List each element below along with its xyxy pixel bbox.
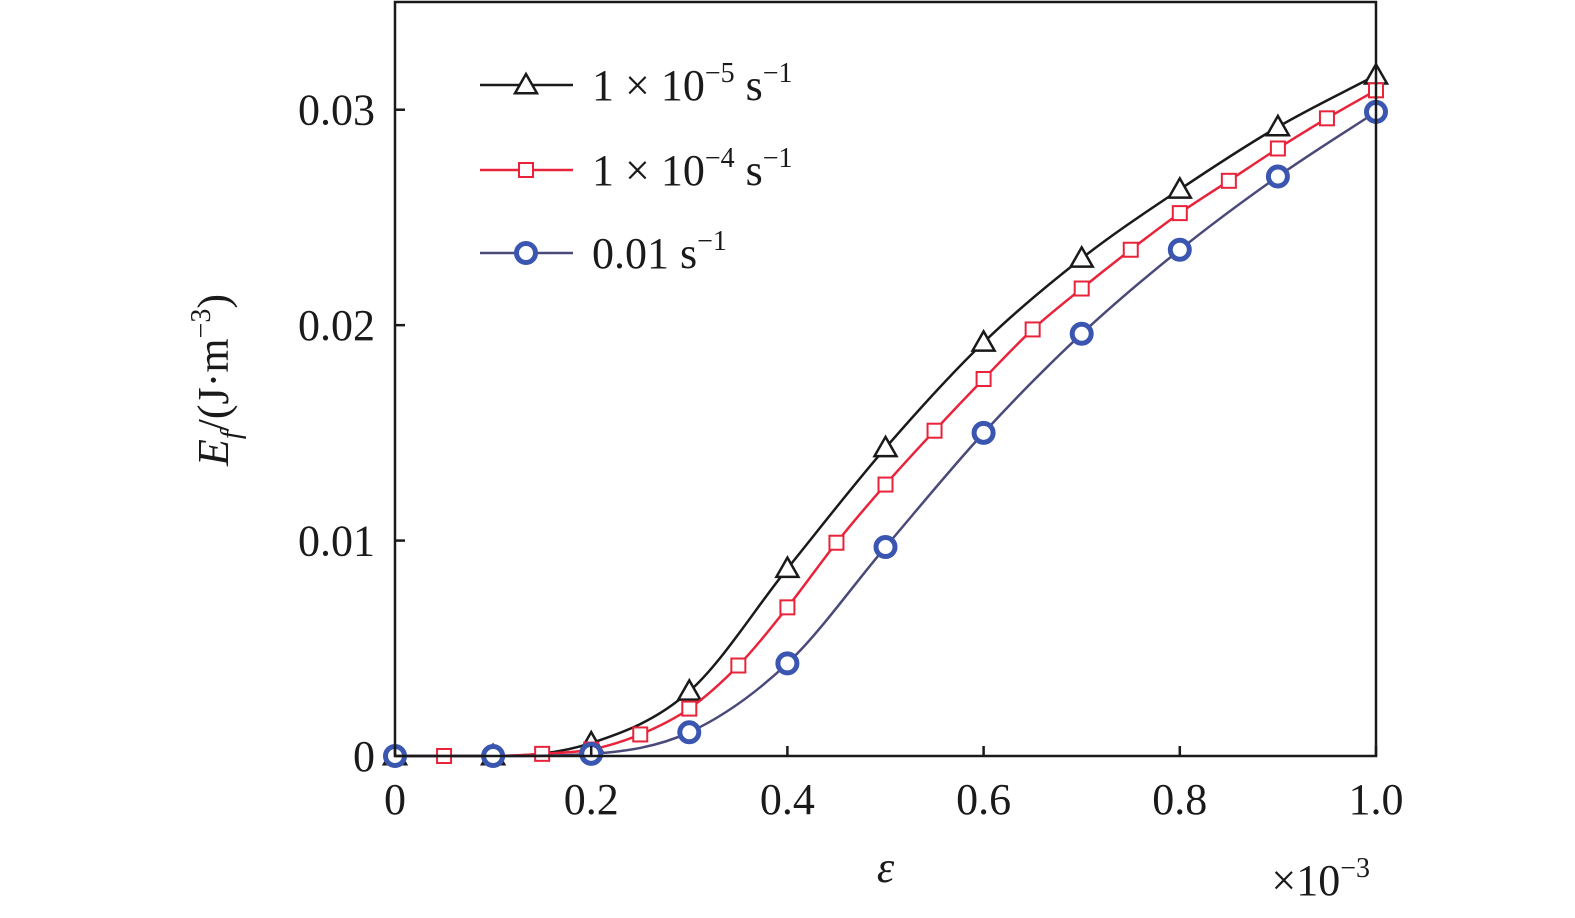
y-title-unit: /(J·m [189,338,238,431]
series-2-point-9 [828,534,845,551]
series-2-point-19 [1318,110,1335,127]
x-tick-label-1: 0.2 [564,775,619,824]
series-2 [387,82,1384,764]
y-title-unit-exp: −3 [186,309,217,339]
series-3-point-6 [971,420,996,445]
x-multiplier-exp: −3 [1340,853,1370,884]
x-axis-multiplier: ×10−3 [1271,853,1370,905]
legend-base-1: 1 × 10 [592,61,705,110]
y-tick-label-1: 0.01 [298,517,375,566]
legend-label-3: 0.01 s−1 [592,226,727,278]
x-tick-label-0: 0 [384,775,406,824]
legend-exp2-2: −1 [763,143,793,174]
series-2-point-11 [926,422,943,439]
series-3-point-9 [1265,164,1290,189]
legend-exp1-2: −4 [705,143,735,174]
x-multiplier-base: ×10 [1271,856,1340,905]
series-1-point-3 [676,677,703,701]
legend-base-3: 0.01 [592,229,669,278]
legend-marker-2 [518,162,534,178]
legend-label-1: 1 × 10−5 s−1 [592,58,793,110]
series-2-point-17 [1220,172,1237,189]
legend-exp2-1: −1 [763,58,793,89]
y-tick-label-0: 0 [353,732,375,781]
axes: 0 0.2 0.4 0.6 0.8 1.0 0 0.01 0.02 0.03 [298,0,1404,824]
legend-unit-2: s [735,146,763,195]
axis-titles: ε ×10−3Ef/(J·m−3) [186,294,1370,905]
series-3 [383,99,1388,768]
y-title-main: E [189,439,238,467]
legend-item-2: 1 × 10−4 s−1 [480,143,793,195]
legend-exp2-3: −1 [697,226,727,257]
legend-base-2: 1 × 10 [592,146,705,195]
series-2-point-13 [1024,321,1041,338]
plot-frame [393,0,1378,758]
y-tick-label-2: 0.02 [298,301,375,350]
series-2-point-18 [1269,140,1286,157]
legend: 1 × 10−5 s−11 × 10−4 s−10.01 s−1 [480,58,793,278]
legend-marker-1 [512,71,540,95]
x-axis-title: ε [877,843,895,892]
series-2-point-10 [877,476,894,493]
legend-unit-1: s [735,61,763,110]
series-1-point-5 [872,434,899,458]
series-2-point-3 [534,745,551,762]
series-3-point-4 [775,651,800,676]
series-2-line [394,89,1377,758]
y-title-unit-end: ) [189,294,238,309]
series-2-point-12 [975,371,992,387]
y-title-sub: f [216,428,247,439]
series-3-point-7 [1069,321,1094,346]
series-1-point-4 [774,555,801,579]
series-1-point-6 [970,328,997,352]
series-2-point-5 [632,726,649,743]
series-2-point-14 [1073,280,1090,297]
legend-marker-3 [514,241,538,265]
series-2-point-16 [1171,205,1188,222]
legend-item-1: 1 × 10−5 s−1 [480,58,793,110]
y-axis-title: Ef/(J·m−3) [186,294,247,467]
series-2-point-6 [681,700,698,717]
x-tick-label-3: 0.6 [956,775,1011,824]
legend-item-3: 0.01 s−1 [480,226,727,278]
series-1-point-7 [1068,244,1095,268]
series-3-point-5 [873,535,898,560]
series-3-point-3 [677,720,702,745]
series-1-point-8 [1166,175,1193,199]
series-2-point-7 [730,657,747,674]
x-tick-label-5: 1.0 [1349,775,1404,824]
legend-exp1-1: −5 [705,58,735,89]
series-3-line [394,110,1377,758]
x-tick-label-2: 0.4 [760,775,815,824]
series-3-point-8 [1167,237,1192,262]
series-2-point-15 [1122,241,1139,258]
series-2-point-8 [779,599,796,616]
legend-unit-3: s [669,229,697,278]
plot-area [381,61,1390,768]
x-tick-label-4: 0.8 [1152,775,1207,824]
y-tick-label-3: 0.03 [298,86,375,135]
series-1-point-9 [1264,113,1292,137]
legend-label-2: 1 × 10−4 s−1 [592,143,793,195]
